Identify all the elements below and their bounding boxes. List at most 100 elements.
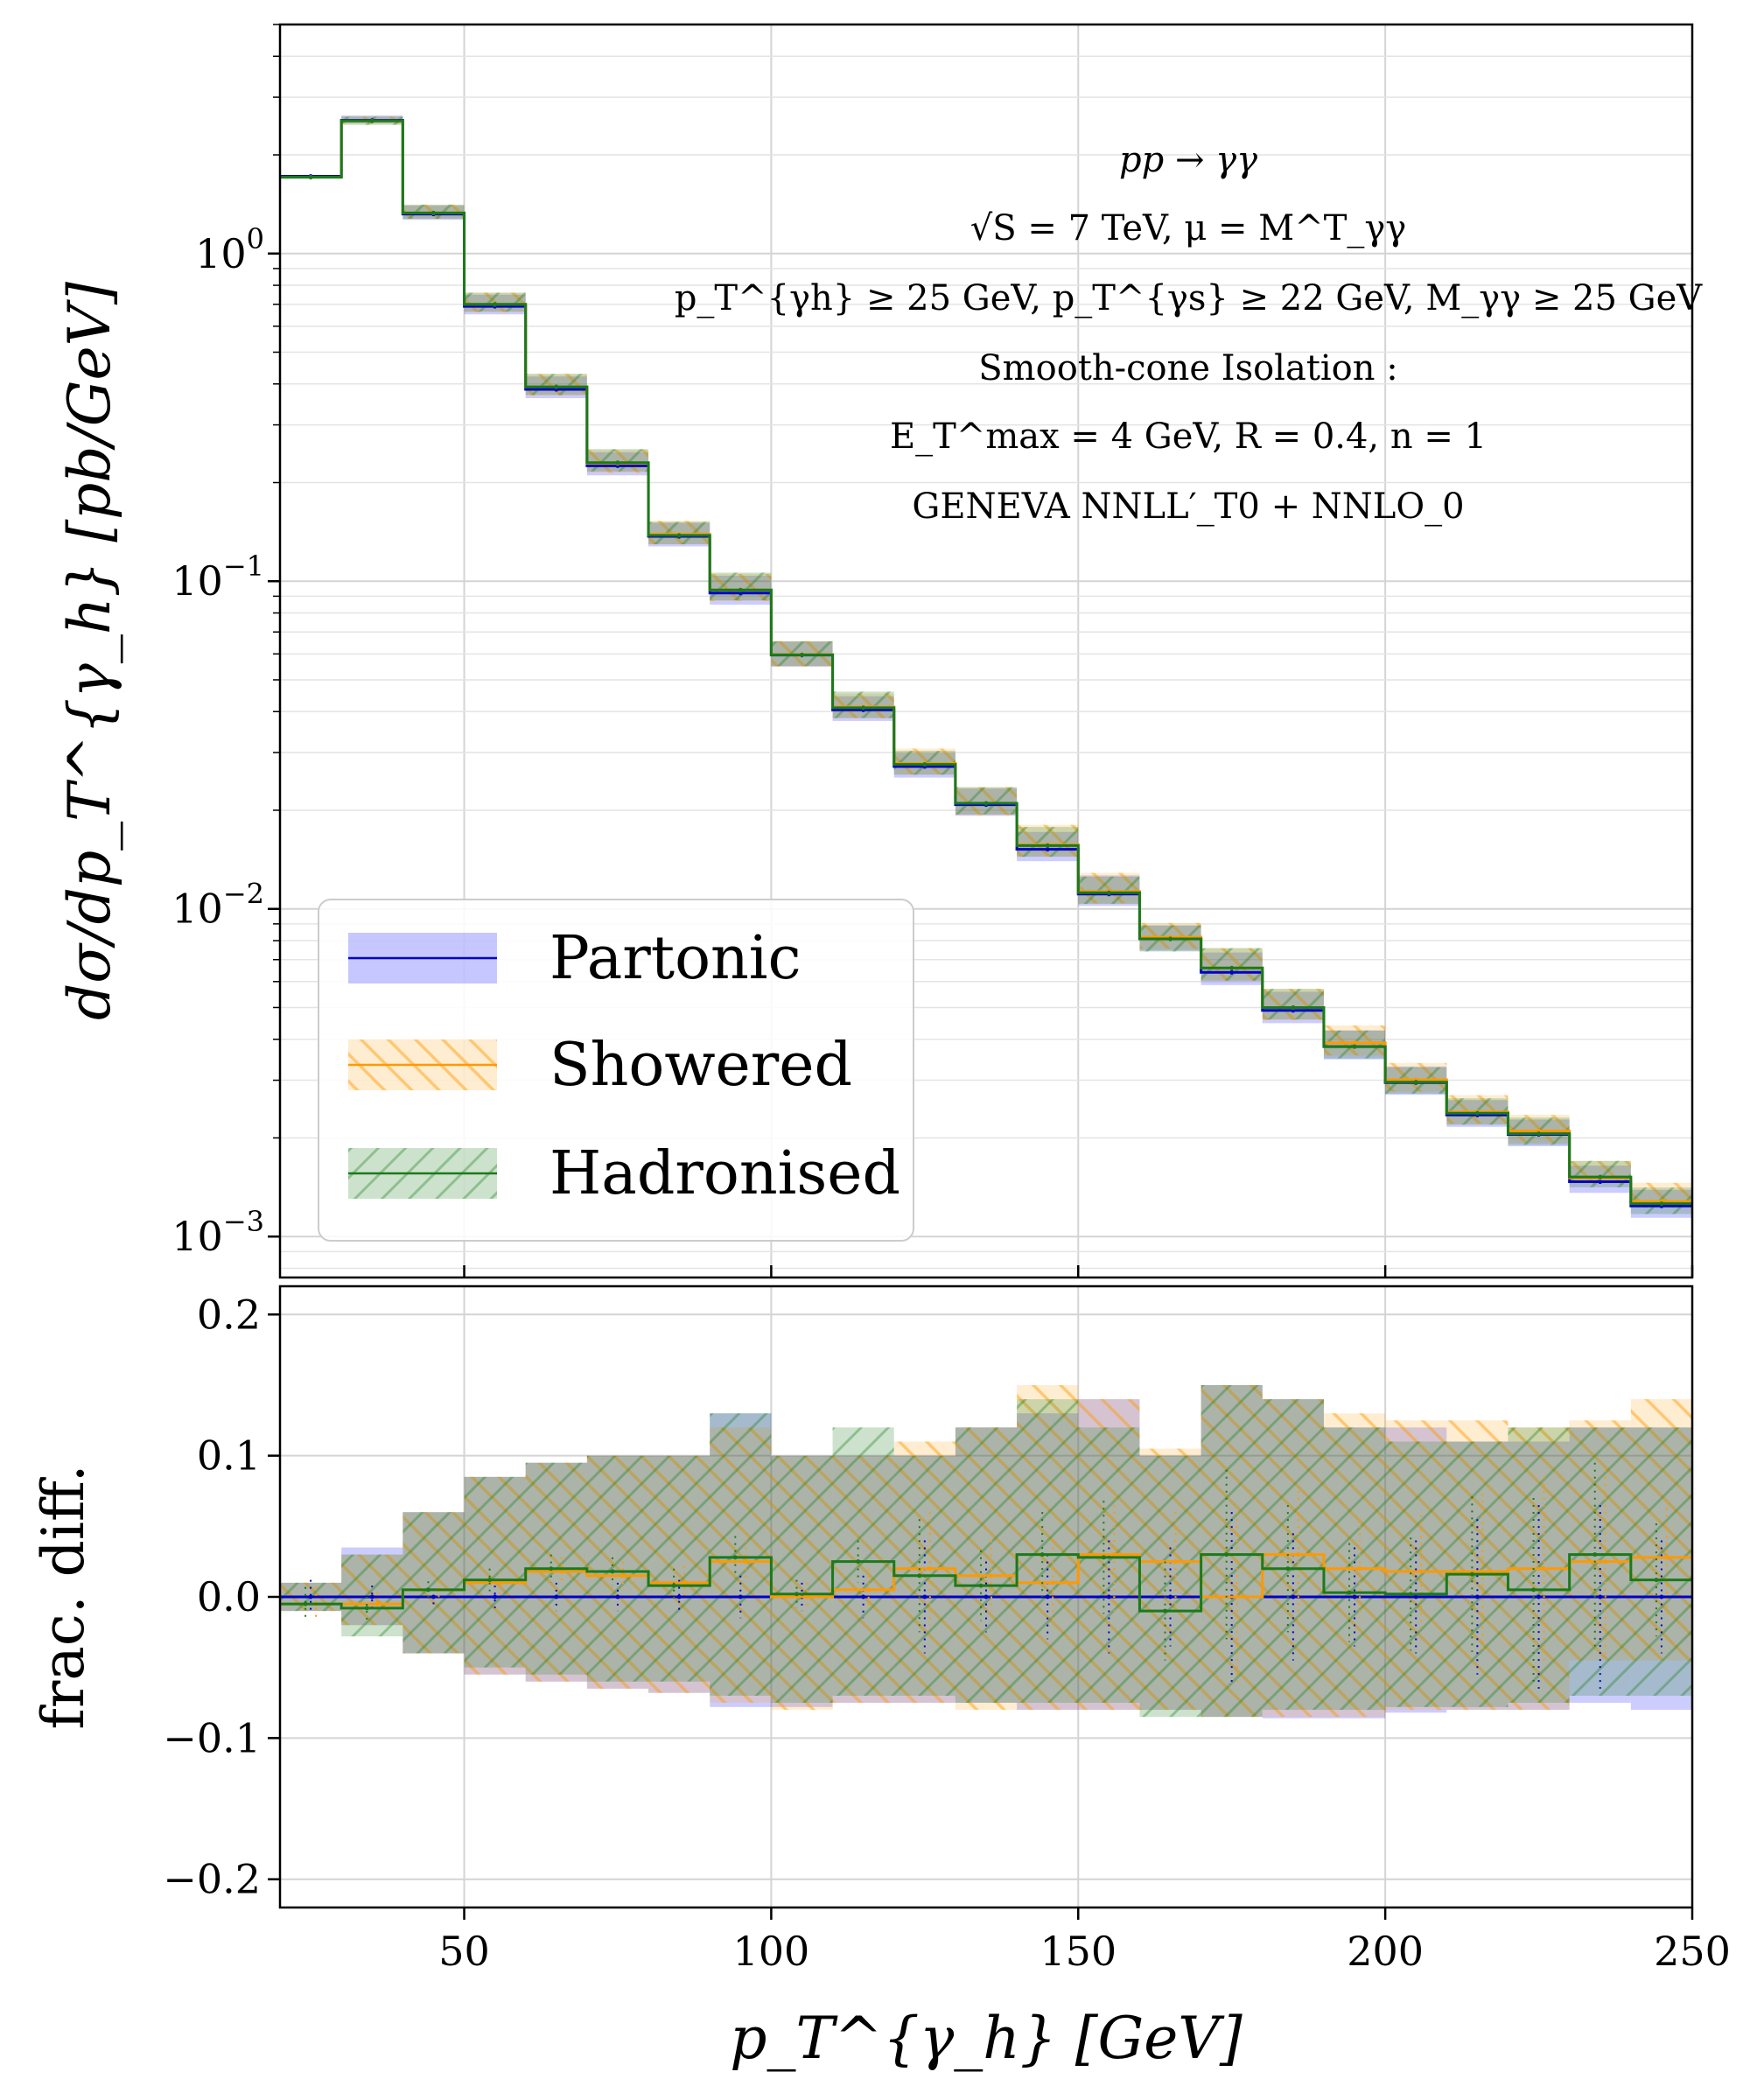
ratio-band-hadronised — [402, 1512, 465, 1654]
ratio-point-showered — [989, 1573, 994, 1578]
main-y-tick-label: 10−3 — [172, 1205, 264, 1260]
ratio-point-hadronised — [303, 1601, 308, 1606]
ratio-point-hadronised — [794, 1592, 799, 1597]
ratio-band-hadronised — [955, 1427, 1018, 1704]
main-y-tick-label: 100 — [195, 222, 264, 277]
ratio-point-partonic — [1413, 1594, 1418, 1600]
ratio-point-showered — [804, 1594, 809, 1600]
ratio-point-showered — [1050, 1580, 1055, 1586]
ratio-band-hadronised — [648, 1455, 710, 1682]
ratio-point-hadronised — [1531, 1587, 1536, 1592]
x-tick-label-250: 250 — [1654, 1928, 1731, 1975]
ratio-point-partonic — [1168, 1594, 1173, 1600]
ratio-point-partonic — [1474, 1594, 1480, 1600]
main-y-axis-title: dσ/dp_T^{γ_h} [pb/GeV] — [56, 282, 123, 1020]
ratio-point-showered — [928, 1566, 933, 1572]
legend-label-showered: Showered — [550, 1031, 852, 1100]
annotation-energy: √S = 7 TeV, μ = M^T_γγ — [970, 208, 1406, 248]
x-tick-label-50: 50 — [438, 1928, 490, 1975]
ratio-point-hadronised — [549, 1566, 554, 1572]
ratio-point-showered — [1480, 1569, 1485, 1574]
main-band-hadronised — [1017, 827, 1079, 858]
ratio-point-partonic — [1598, 1594, 1603, 1600]
ratio-band-hadronised — [586, 1455, 649, 1682]
ratio-point-hadronised — [1592, 1552, 1598, 1558]
ratio-point-hadronised — [1224, 1552, 1229, 1558]
ratio-y-tick-label: 0.1 — [197, 1432, 261, 1480]
legend-entry-showered: Showered — [348, 1031, 852, 1100]
ratio-point-showered — [1603, 1559, 1608, 1564]
main-band-hadronised — [464, 292, 526, 312]
ratio-point-hadronised — [1285, 1566, 1291, 1572]
main-panel-frame — [278, 23, 1694, 1279]
ratio-y-tick-label: 0.0 — [197, 1573, 261, 1620]
ratio-point-hadronised — [1163, 1608, 1168, 1614]
ratio-band-hadronised — [710, 1413, 772, 1696]
ratio-series-lines — [280, 1462, 1692, 1689]
x-tick-label-100: 100 — [732, 1928, 809, 1975]
ratio-point-hadronised — [364, 1606, 369, 1611]
ratio-point-hadronised — [917, 1573, 922, 1578]
annotation-iso-params: E_T^max = 4 GeV, R = 0.4, n = 1 — [890, 416, 1487, 457]
ratio-band-hadronised — [1200, 1384, 1263, 1718]
ratio-band-hadronised — [464, 1476, 526, 1668]
main-band-hadronised — [1200, 948, 1263, 981]
ratio-point-partonic — [1045, 1594, 1050, 1600]
ratio-y-tick-label: −0.2 — [163, 1856, 261, 1903]
ratio-y-tick-label: 0.2 — [197, 1291, 261, 1338]
ratio-point-hadronised — [1469, 1572, 1474, 1577]
main-y-ticks: 100 10−1 10−2 10−3 — [172, 24, 280, 1260]
ratio-point-hadronised — [978, 1583, 984, 1588]
legend-label-partonic: Partonic — [550, 924, 802, 993]
ratio-band-hadronised — [771, 1455, 833, 1704]
main-band-hadronised — [710, 572, 772, 601]
ratio-y-tick-label: −0.1 — [163, 1714, 261, 1761]
ratio-point-showered — [1357, 1566, 1362, 1572]
ratio-point-showered — [1542, 1566, 1547, 1572]
ratio-point-partonic — [308, 1594, 313, 1600]
ratio-band-hadronised — [1139, 1455, 1201, 1718]
ratio-point-showered — [1235, 1594, 1240, 1600]
ratio-point-hadronised — [487, 1578, 493, 1583]
ratio-point-partonic — [738, 1594, 743, 1600]
main-y-tick-label: 10−2 — [172, 878, 264, 933]
ratio-point-showered — [743, 1559, 748, 1564]
ratio-y-axis-title: frac. diff. — [30, 1464, 97, 1729]
ratio-point-showered — [374, 1601, 380, 1606]
ratio-point-hadronised — [1408, 1592, 1413, 1597]
ratio-point-showered — [1296, 1552, 1301, 1558]
ratio-point-partonic — [1536, 1594, 1542, 1600]
main-band-hadronised — [832, 691, 894, 718]
ratio-point-showered — [682, 1580, 687, 1586]
ratio-point-partonic — [1106, 1594, 1111, 1600]
ratio-point-hadronised — [856, 1559, 861, 1564]
ratio-point-showered — [1111, 1552, 1116, 1558]
ratio-point-partonic — [1352, 1594, 1357, 1600]
ratio-point-hadronised — [610, 1569, 615, 1574]
ratio-point-partonic — [861, 1594, 866, 1600]
ratio-point-hadronised — [1347, 1590, 1352, 1595]
ratio-point-showered — [559, 1569, 564, 1574]
annotation-isolation: Smooth-cone Isolation : — [978, 348, 1397, 388]
ratio-point-partonic — [984, 1594, 989, 1600]
ratio-band-hadronised — [1078, 1427, 1140, 1704]
main-band-hadronised — [1262, 989, 1324, 1020]
ratio-point-hadronised — [732, 1555, 738, 1560]
ratio-point-partonic — [554, 1594, 559, 1600]
legend: Partonic Showered Hadronised — [318, 899, 914, 1242]
ratio-point-partonic — [493, 1594, 498, 1600]
ratio-step-line-hadronised — [280, 1553, 1692, 1613]
x-axis-title: p_T^{γ_h} [GeV] — [730, 2005, 1242, 2072]
ratio-band-hadronised — [1508, 1427, 1570, 1704]
ratio-uncertainty-bands — [280, 1384, 1692, 1718]
ratio-point-showered — [1664, 1555, 1670, 1560]
x-tick-label-150: 150 — [1040, 1928, 1116, 1975]
main-series-lines — [280, 118, 1692, 1208]
ratio-point-showered — [1173, 1559, 1179, 1564]
ratio-band-hadronised — [1017, 1399, 1079, 1704]
ratio-point-partonic — [922, 1594, 928, 1600]
x-tick-label-200: 200 — [1347, 1928, 1424, 1975]
ratio-point-hadronised — [671, 1583, 676, 1588]
x-ticks: 50 100 150 200 250 — [438, 1265, 1731, 1975]
